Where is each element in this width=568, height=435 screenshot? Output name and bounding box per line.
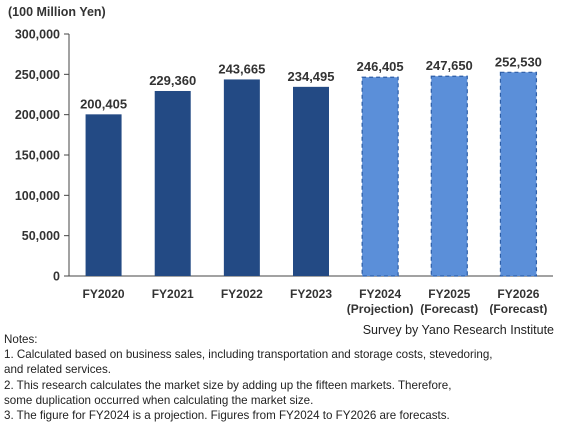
note-line: 1. Calculated based on business sales, i… <box>4 348 493 362</box>
data-label: 243,665 <box>218 61 265 76</box>
y-axis-unit-label: (100 Million Yen) <box>8 5 106 19</box>
x-tick-sublabel: (Forecast) <box>420 302 478 315</box>
x-tick-label: FY2026 <box>497 287 539 301</box>
bar-chart-svg: 0 50,000 100,000 150,000 200,000 250,000 300,0… <box>15 28 553 315</box>
data-label: 200,405 <box>80 96 127 111</box>
notes-section: Notes: 1. Calculated based on business s… <box>4 332 554 423</box>
bar-fy2021 <box>154 90 191 276</box>
y-tick-label: 250,000 <box>15 68 60 82</box>
note-line: 2. This research calculates the market s… <box>4 378 452 392</box>
note-line: some duplication occurred when calculati… <box>4 393 314 407</box>
data-label: 247,650 <box>426 58 473 73</box>
notes-heading: Notes: <box>4 333 38 346</box>
data-label: 246,405 <box>357 59 404 74</box>
source-credit: Survey by Yano Research Institute <box>362 323 554 337</box>
x-tick-label: FY2023 <box>290 287 332 301</box>
data-label: 234,495 <box>288 69 335 84</box>
data-label: 252,530 <box>495 54 542 69</box>
y-tick-label: 150,000 <box>15 149 60 163</box>
bar-fy2023 <box>293 86 329 276</box>
bar-fy2024-projection <box>361 76 399 277</box>
x-tick-label: FY2024 <box>359 287 401 301</box>
data-label: 229,360 <box>149 73 196 88</box>
y-tick-label: 100,000 <box>15 189 60 203</box>
x-tick-label: FY2025 <box>428 287 470 301</box>
y-tick-label: 0 <box>53 270 60 284</box>
bar-fy2025-forecast <box>430 75 468 277</box>
bar-fy2026-forecast <box>499 71 538 277</box>
market-size-chart: (100 Million Yen) 0 50,000 100,000 150,000 2… <box>8 5 553 315</box>
x-tick-sublabel: (Forecast) <box>489 302 547 315</box>
y-tick-label: 300,000 <box>15 28 60 42</box>
y-tick-label: 50,000 <box>22 229 60 243</box>
x-tick-label: FY2020 <box>83 287 125 301</box>
x-tick-label: FY2022 <box>221 287 263 301</box>
x-tick-label: FY2021 <box>152 287 194 301</box>
note-line: and related services. <box>4 363 111 377</box>
note-line: 3. The figure for FY2024 is a projection… <box>4 409 450 423</box>
y-tick-label: 200,000 <box>15 108 60 122</box>
bar-fy2022 <box>223 79 260 276</box>
bar-fy2020 <box>85 114 122 276</box>
x-tick-sublabel: (Projection) <box>347 302 414 315</box>
